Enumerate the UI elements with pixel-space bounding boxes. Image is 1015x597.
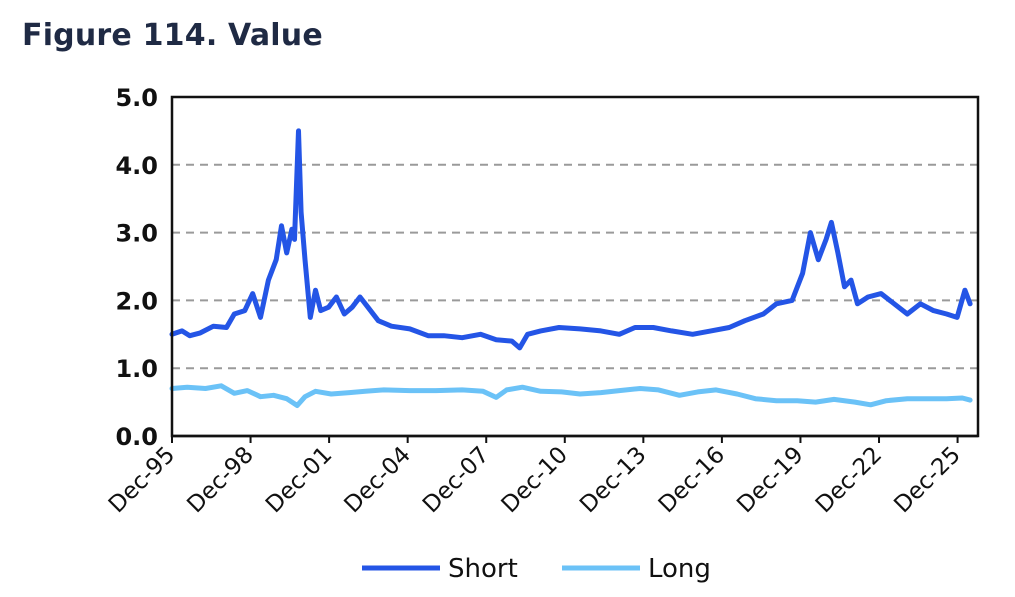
series-line-long [169,383,973,408]
grid-lines [172,163,978,370]
x-tick-label: Dec-04 [339,442,415,518]
y-axis-ticks: 0.0 1.0 2.0 3.0 4.0 5.0 [115,84,158,451]
chart-title: Figure 114. Value [22,18,323,53]
x-axis-ticks: Dec-95 Dec-98 Dec-01 Dec-04 Dec-07 Dec-10 Dec-… [104,436,966,518]
x-tick-label: Dec-19 [732,442,808,518]
plot-frame [170,95,980,438]
x-tick-label: Dec-22 [811,442,887,518]
series-line-short [169,128,973,351]
x-tick-label: Dec-95 [104,442,180,518]
y-tick-label: 4.0 [115,152,158,180]
y-tick-label: 2.0 [115,287,158,315]
x-tick-label: Dec-25 [889,442,965,518]
x-tick-label: Dec-98 [182,442,258,518]
x-tick-label: Dec-10 [497,442,573,518]
y-tick-label: 3.0 [115,220,158,248]
x-tick-label: Dec-07 [418,442,494,518]
legend: Short Long [362,554,711,584]
legend-label-short: Short [448,554,518,584]
y-tick-label: 5.0 [115,84,158,112]
x-tick-label: Dec-01 [261,442,337,518]
legend-label-long: Long [648,554,711,584]
x-tick-label: Dec-16 [654,442,730,518]
y-tick-label: 0.0 [115,423,158,451]
series-lines [169,128,973,408]
x-tick-label: Dec-13 [575,442,651,518]
y-tick-label: 1.0 [115,355,158,383]
